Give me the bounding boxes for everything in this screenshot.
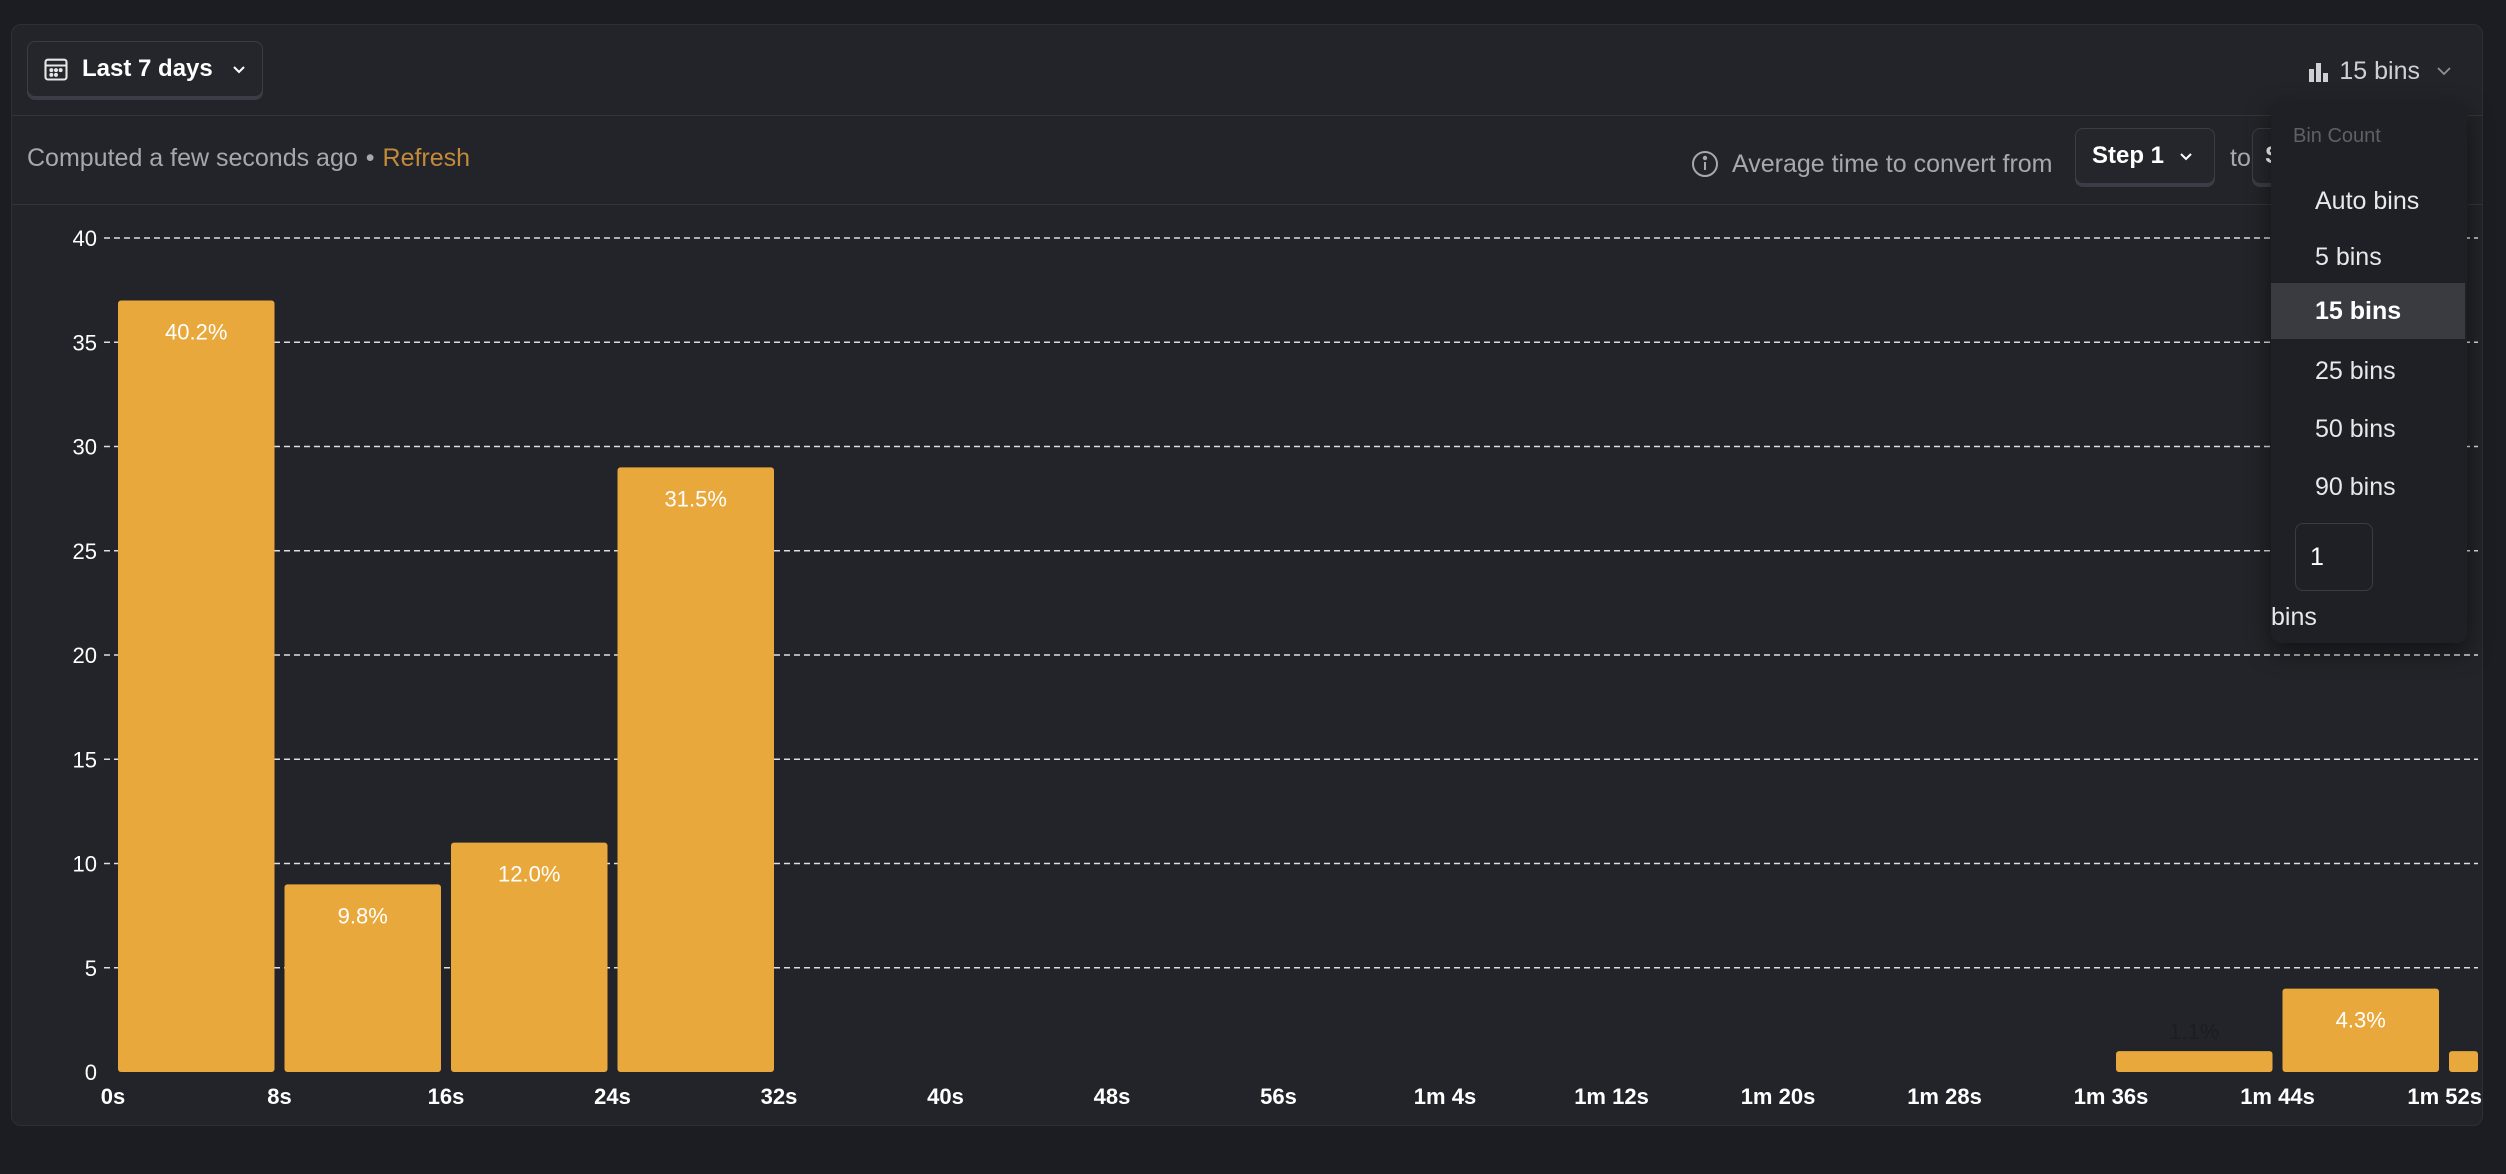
- x-tick-label: 24s: [594, 1084, 631, 1109]
- bin-option-label: 15 bins: [2315, 296, 2402, 325]
- bar-data-label: 9.8%: [338, 903, 388, 928]
- x-tick-label: 16s: [428, 1084, 465, 1109]
- histogram-bar: [2116, 1051, 2273, 1072]
- y-tick-label: 20: [73, 643, 97, 668]
- bar-data-label: 40.2%: [165, 320, 227, 345]
- bar-data-label: 4.3%: [2336, 1008, 2386, 1033]
- y-tick-label: 0: [85, 1060, 97, 1085]
- histogram-bar: [118, 300, 275, 1072]
- histogram-bar: [284, 884, 441, 1072]
- bin-option-auto[interactable]: Auto bins: [2271, 173, 2465, 229]
- chevron-down-icon: [2180, 153, 2192, 161]
- bin-option-90[interactable]: 90 bins: [2271, 459, 2465, 515]
- bin-option-label: 50 bins: [2315, 414, 2396, 443]
- x-tick-label: 1m 4s: [1414, 1084, 1476, 1109]
- calendar-icon: [44, 58, 68, 81]
- from-step-label: Step 1: [2092, 142, 2165, 169]
- bar-data-label: 12.0%: [498, 862, 560, 887]
- custom-bin-count-input[interactable]: [2295, 523, 2373, 591]
- to-label: to: [2230, 144, 2251, 172]
- bin-option-25[interactable]: 25 bins: [2271, 343, 2465, 399]
- info-icon: [1692, 151, 1718, 177]
- x-tick-label: 1m 28s: [1907, 1084, 1982, 1109]
- bin-option-50[interactable]: 50 bins: [2271, 401, 2465, 457]
- bin-option-label: 5 bins: [2315, 242, 2382, 271]
- chevron-down-icon: [2437, 67, 2451, 76]
- avg-text: Average time to convert from: [1732, 149, 2053, 178]
- x-tick-label: 56s: [1260, 1084, 1297, 1109]
- x-tick-label: 1m 52s: [2407, 1084, 2482, 1109]
- dropdown-header: Bin Count: [2293, 125, 2381, 147]
- y-tick-label: 35: [73, 330, 97, 355]
- bin-option-15[interactable]: 15 bins: [2271, 283, 2465, 339]
- x-tick-label: 1m 44s: [2240, 1084, 2315, 1109]
- bar-data-label: 1.1%: [2169, 1019, 2219, 1044]
- average-conversion-label: Average time to convert from: [1690, 144, 2053, 184]
- y-tick-label: 40: [73, 226, 97, 251]
- histogram-bar: [617, 467, 774, 1073]
- y-tick-label: 5: [85, 956, 97, 981]
- bin-count-label: 15 bins: [2339, 56, 2420, 85]
- computed-status: Computed a few seconds ago • Refresh: [27, 144, 470, 173]
- y-tick-label: 15: [73, 747, 97, 772]
- x-tick-label: 1m 20s: [1741, 1084, 1816, 1109]
- bin-option-label: Auto bins: [2315, 186, 2420, 215]
- x-tick-label: 48s: [1094, 1084, 1131, 1109]
- bin-count-dropdown: Bin Count Auto bins 5 bins 15 bins 25 bi…: [2271, 103, 2467, 643]
- x-tick-label: 40s: [927, 1084, 964, 1109]
- histogram-bar: [451, 842, 608, 1072]
- date-range-label: Last 7 days: [82, 55, 213, 82]
- x-tick-label: 0s: [101, 1084, 125, 1109]
- computed-text: Computed a few seconds ago: [27, 144, 358, 172]
- histogram-bar: [2449, 1051, 2478, 1072]
- bin-option-5[interactable]: 5 bins: [2271, 229, 2465, 285]
- date-range-button[interactable]: Last 7 days: [27, 41, 263, 97]
- info-bar: Computed a few seconds ago • Refresh Avera…: [12, 116, 2482, 205]
- toolbar: Last 7 days 15 bins: [12, 25, 2482, 116]
- y-tick-label: 25: [73, 539, 97, 564]
- from-step-select[interactable]: Step 1: [2075, 128, 2215, 184]
- bin-count-button[interactable]: 15 bins: [2307, 51, 2454, 91]
- x-tick-label: 1m 12s: [1574, 1084, 1649, 1109]
- x-tick-label: 1m 36s: [2074, 1084, 2149, 1109]
- x-tick-label: 32s: [761, 1084, 798, 1109]
- bin-option-label: 25 bins: [2315, 356, 2396, 385]
- separator-dot: •: [365, 144, 375, 172]
- custom-bin-suffix: bins: [2271, 603, 2317, 631]
- refresh-link[interactable]: Refresh: [382, 144, 471, 172]
- bin-option-label: 90 bins: [2315, 472, 2396, 501]
- x-tick-label: 8s: [267, 1084, 291, 1109]
- histogram-bar: [2282, 988, 2439, 1072]
- y-tick-label: 10: [73, 852, 97, 877]
- chevron-down-icon: [233, 66, 245, 74]
- bar-data-label: 31.5%: [665, 486, 727, 511]
- bar-chart-icon: [2309, 63, 2329, 82]
- y-tick-label: 30: [73, 435, 97, 460]
